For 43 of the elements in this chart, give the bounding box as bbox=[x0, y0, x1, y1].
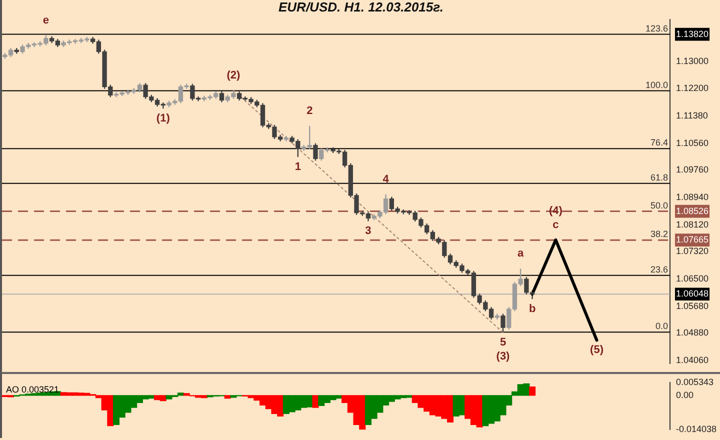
y-tick-label: 1.10560 bbox=[676, 138, 709, 148]
y-tick-label: 1.05680 bbox=[676, 300, 709, 311]
annotation: 50.0 bbox=[650, 200, 668, 210]
y-tick-label: 1.07665 bbox=[676, 234, 709, 245]
y-tick-label: -0.014038 bbox=[676, 424, 717, 434]
y-tick-label: 1.06500 bbox=[676, 274, 709, 284]
y-tick-label: 1.06048 bbox=[676, 288, 709, 299]
annotation: 100.0 bbox=[645, 80, 668, 90]
annotation: 61.8 bbox=[650, 172, 668, 182]
y-tick-label: 1.08940 bbox=[676, 192, 709, 202]
y-tick-label: 1.13000 bbox=[676, 56, 709, 66]
y-tick-label: 1.04880 bbox=[676, 328, 709, 338]
annotation: AO 0.003521 bbox=[6, 384, 60, 394]
y-tick-label: 1.09760 bbox=[676, 164, 709, 175]
annotation: 2 bbox=[306, 104, 313, 117]
annotation: c bbox=[552, 218, 559, 231]
annotation: (1) bbox=[156, 112, 170, 125]
annotation: e bbox=[42, 14, 50, 26]
annotation: (2) bbox=[226, 70, 241, 82]
y-tick-label: 1.11380 bbox=[676, 110, 708, 120]
annotation: 0.0 bbox=[655, 321, 668, 332]
y-tick-label: 1.04060 bbox=[676, 355, 709, 366]
annotation: (3) bbox=[496, 350, 510, 363]
annotation: 38.2 bbox=[650, 229, 668, 240]
y-tick-label: 1.07320 bbox=[676, 246, 709, 256]
annotation: (4) bbox=[549, 204, 563, 217]
annotation: 5 bbox=[500, 336, 506, 349]
y-tick-label: 0.00 bbox=[676, 390, 694, 400]
annotation: b bbox=[528, 303, 536, 316]
y-tick-label: 1.08120 bbox=[676, 219, 709, 230]
annotation: 123.6 bbox=[645, 23, 668, 34]
y-tick-label: 1.08526 bbox=[676, 206, 709, 216]
y-tick-label: 1.13820 bbox=[676, 28, 709, 39]
annotation: a bbox=[518, 248, 525, 260]
y-tick-label: 1.12200 bbox=[676, 82, 709, 93]
y-tick-label: 0.005343 bbox=[676, 376, 714, 387]
annotation: (5) bbox=[590, 344, 604, 356]
annotation: 76.4 bbox=[650, 138, 668, 148]
annotation: 23.6 bbox=[650, 264, 668, 274]
chart-title: EUR/USD. H1. 12.03.2015г. bbox=[278, 0, 444, 14]
annotation: 4 bbox=[382, 173, 390, 186]
annotation: 1 bbox=[294, 161, 301, 174]
annotation: 3 bbox=[365, 225, 372, 238]
